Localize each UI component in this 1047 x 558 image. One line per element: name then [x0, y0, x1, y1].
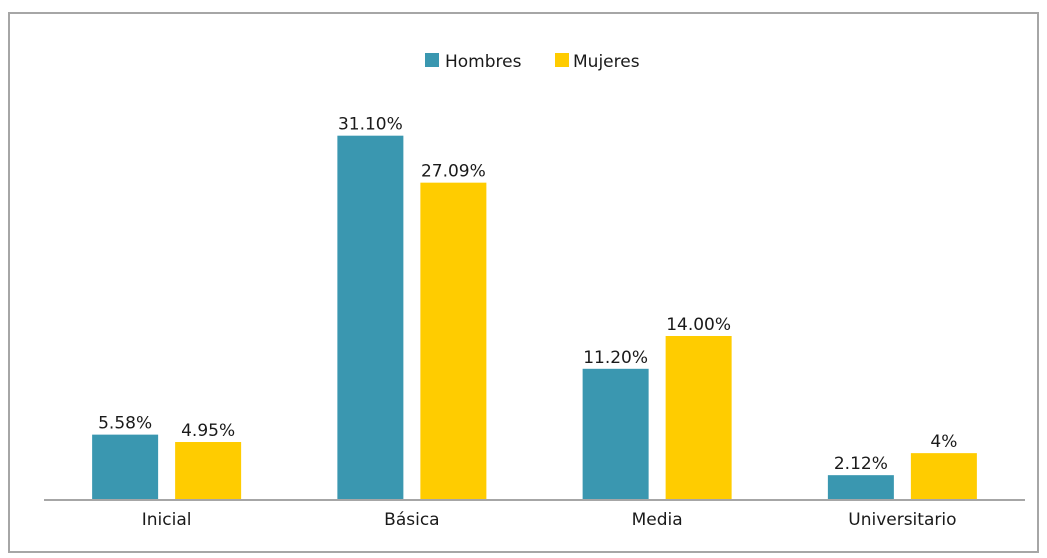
value-label-mujeres-universitario: 4%	[930, 432, 957, 452]
category-label-inicial: Inicial	[142, 510, 192, 530]
bar-hombres-universitario	[827, 475, 894, 500]
category-label-media: Media	[632, 510, 683, 530]
value-label-mujeres-inicial: 4.95%	[181, 421, 235, 441]
value-label-mujeres-basica: 27.09%	[421, 162, 486, 182]
bar-mujeres-universitario	[910, 453, 977, 500]
value-label-hombres-media: 11.20%	[583, 348, 648, 368]
bar-hombres-inicial	[92, 434, 159, 500]
bar-hombres-media	[582, 368, 649, 500]
legend-label-mujeres: Mujeres	[573, 52, 640, 72]
bar-mujeres-media	[665, 336, 732, 500]
bars-group	[92, 135, 977, 500]
value-label-hombres-basica: 31.10%	[338, 115, 403, 135]
bar-mujeres-inicial	[175, 442, 242, 500]
value-label-hombres-inicial: 5.58%	[98, 414, 152, 434]
bar-mujeres-basica	[420, 182, 487, 500]
bar-hombres-basica	[337, 135, 404, 500]
legend-label-hombres: Hombres	[445, 52, 522, 72]
value-label-mujeres-media: 14.00%	[666, 315, 731, 335]
value-labels-group: 5.58% 4.95% 31.10% 27.09% 11.20% 14.00% 2.12% 4…	[98, 115, 957, 474]
category-label-universitario: Universitario	[848, 510, 956, 530]
category-labels-group: Inicial Básica Media Universitario	[142, 510, 957, 530]
category-label-basica: Básica	[384, 510, 439, 530]
legend-swatch-hombres	[425, 53, 439, 67]
legend-swatch-mujeres	[555, 53, 569, 67]
legend: Hombres Mujeres	[425, 52, 640, 72]
value-label-hombres-universitario: 2.12%	[834, 454, 888, 474]
